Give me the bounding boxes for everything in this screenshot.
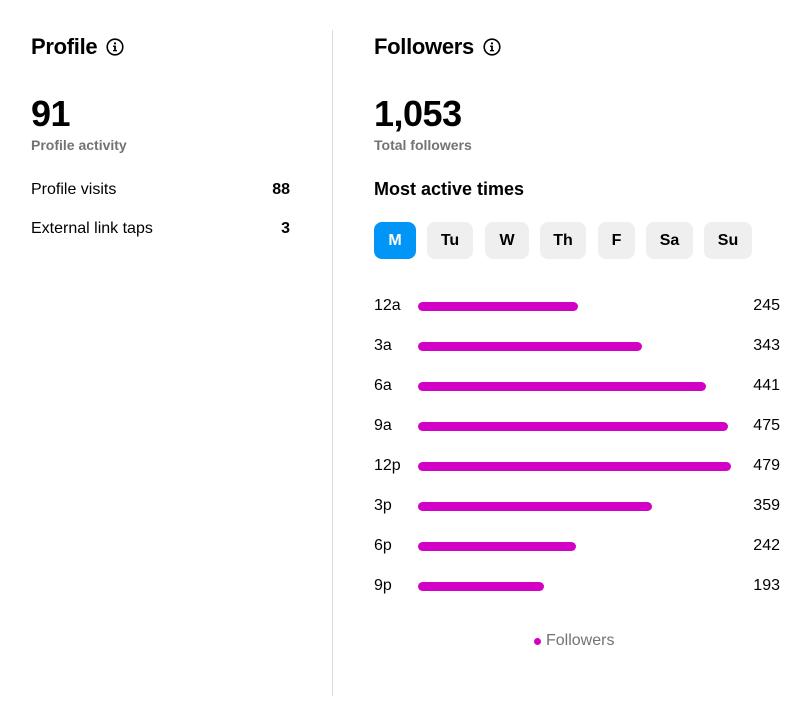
bar-value: 343 [753,337,780,354]
followers-bar [418,382,706,391]
followers-bar [418,582,544,591]
chart-row: 12p 479 [374,446,784,486]
stat-value: 3 [281,220,290,237]
followers-bar [418,462,731,471]
bar-value: 193 [753,577,780,594]
bar-value: 245 [753,297,780,314]
time-label: 12p [374,457,401,474]
bar-value: 441 [753,377,780,394]
day-tab-f[interactable]: F [598,222,635,259]
bar-value: 475 [753,417,780,434]
stat-row-external-link-taps: External link taps 3 [31,220,290,238]
time-label: 3p [374,497,392,514]
followers-bar [418,342,642,351]
bar-track [418,582,738,591]
bar-value: 359 [753,497,780,514]
info-icon[interactable] [483,38,501,56]
panel-divider [332,30,333,696]
profile-title: Profile [31,34,98,59]
time-label: 9a [374,417,392,434]
day-tab-th[interactable]: Th [540,222,586,259]
most-active-times-chart: 12a 245 3a 343 6a 441 9a 475 12p 479 3p 359 6p 242 9p 1… [374,286,784,606]
chart-legend: Followers [534,632,614,650]
time-label: 6p [374,537,392,554]
stat-label: Profile visits [31,181,117,198]
time-label: 9p [374,577,392,594]
info-icon[interactable] [106,38,124,56]
day-tab-tu[interactable]: Tu [427,222,473,259]
bar-value: 242 [753,537,780,554]
followers-bar [418,502,652,511]
bar-track [418,462,738,471]
day-tab-su[interactable]: Su [704,222,752,259]
stat-label: External link taps [31,220,153,237]
day-tab-m[interactable]: M [374,222,416,259]
time-label: 3a [374,337,392,354]
time-label: 6a [374,377,392,394]
stat-value: 88 [272,181,290,198]
profile-activity-value: 91 [31,93,71,134]
followers-title: Followers [374,34,474,59]
most-active-times-title: Most active times [374,179,525,199]
legend-dot [534,637,541,645]
chart-row: 9p 193 [374,566,784,606]
chart-row: 6p 242 [374,526,784,566]
bar-track [418,342,738,351]
day-tab-sa[interactable]: Sa [646,222,693,259]
bar-track [418,422,738,431]
total-followers-label: Total followers [374,137,472,153]
bar-track [418,302,738,311]
chart-row: 3a 343 [374,326,784,366]
followers-bar [418,542,576,551]
profile-heading: Profile [31,34,124,60]
chart-row: 6a 441 [374,366,784,406]
followers-bar [418,422,728,431]
time-label: 12a [374,297,401,314]
legend-label: Followers [546,632,615,649]
followers-bar [418,302,578,311]
stat-row-profile-visits: Profile visits 88 [31,181,290,199]
bar-track [418,382,738,391]
day-tab-w[interactable]: W [485,222,529,259]
profile-activity-label: Profile activity [31,137,127,153]
chart-row: 9a 475 [374,406,784,446]
bar-value: 479 [753,457,780,474]
bar-track [418,542,738,551]
bar-track [418,502,738,511]
total-followers-value: 1,053 [374,93,462,134]
followers-heading: Followers [374,34,501,60]
chart-row: 12a 245 [374,286,784,326]
chart-row: 3p 359 [374,486,784,526]
